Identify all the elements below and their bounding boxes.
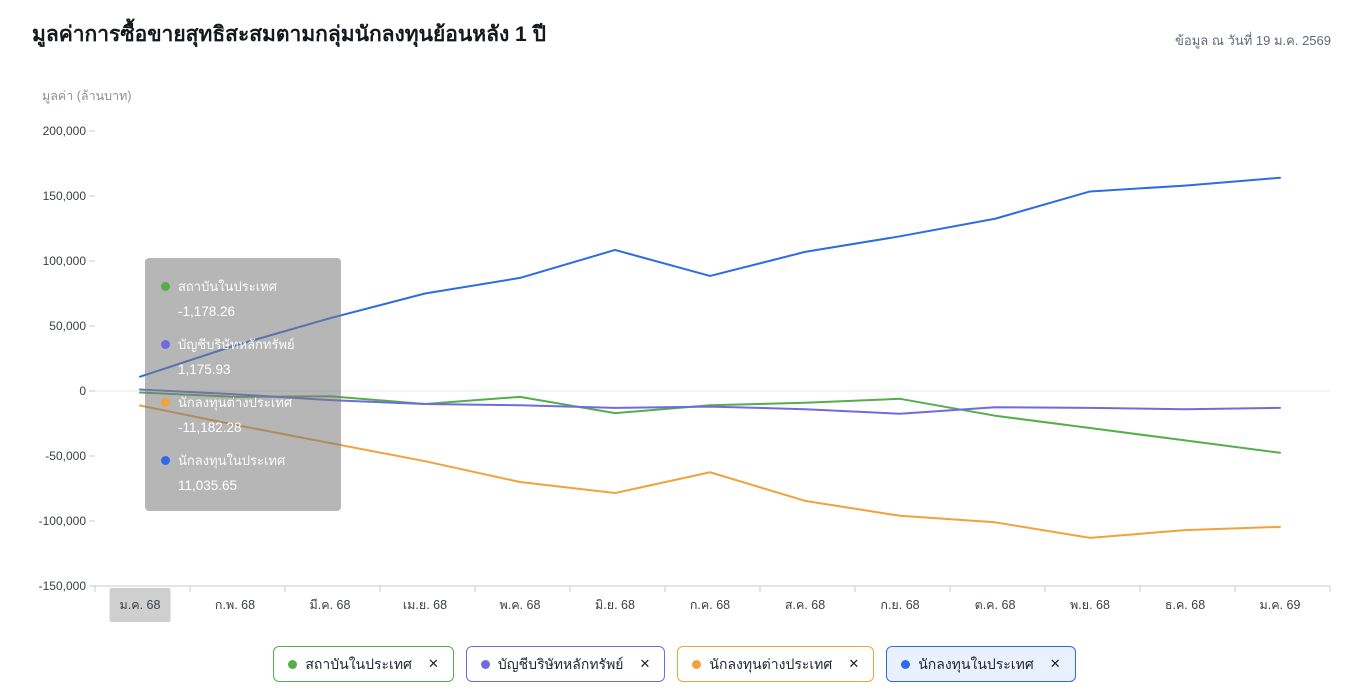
tooltip-row: สถาบันในประเทศ -1,178.26 [161, 276, 325, 319]
x-axis-tick-label: เม.ย. 68 [402, 598, 448, 612]
tooltip-label: นักลงทุนในประเทศ [178, 453, 286, 468]
tooltip-series-name: นักลงทุนต่างประเทศ [161, 392, 325, 413]
x-axis-label-highlighted: ม.ค. 68 [109, 588, 171, 622]
x-axis-tick-label: ม.ค. 69 [1259, 598, 1301, 612]
as-of-date: ข้อมูล ณ วันที่ 19 ม.ค. 2569 [1175, 33, 1331, 48]
close-icon[interactable]: ✕ [848, 656, 860, 671]
legend-dot-icon [480, 659, 490, 669]
close-icon[interactable]: ✕ [1049, 656, 1061, 671]
legend-chip[interactable]: นักลงทุนต่างประเทศ ✕ [677, 646, 875, 682]
y-axis-tick-label: 0 [79, 384, 86, 398]
y-axis-tick-label: -100,000 [38, 514, 86, 528]
tooltip-label: บัญชีบริษัทหลักทรัพย์ [178, 337, 295, 352]
x-axis-tick-label: ก.ค. 68 [689, 598, 731, 612]
tooltip-series-name: บัญชีบริษัทหลักทรัพย์ [161, 334, 325, 355]
x-axis-tick-label: พ.ค. 68 [499, 598, 541, 612]
x-axis-tick-label: พ.ย. 68 [1070, 598, 1110, 612]
legend-dot-icon [692, 659, 702, 669]
series-dot-icon [161, 340, 170, 349]
close-icon[interactable]: ✕ [427, 656, 439, 671]
x-axis-tick-label: ก.ย. 68 [880, 598, 920, 612]
tooltip: สถาบันในประเทศ -1,178.26 บัญชีบริษัทหลักทร… [145, 258, 341, 511]
tooltip-series-name: สถาบันในประเทศ [161, 276, 325, 297]
tooltip-label: สถาบันในประเทศ [178, 279, 277, 294]
y-axis-unit-label: มูลค่า (ล้านบาท) [42, 89, 132, 103]
page-title: มูลค่าการซื้อขายสุทธิสะสมตามกลุ่มนักลงทุ… [32, 23, 546, 46]
y-axis-tick-label: -50,000 [45, 449, 86, 463]
series-dot-icon [161, 456, 170, 465]
series-dot-icon [161, 398, 170, 407]
legend-label: บัญชีบริษัทหลักทรัพย์ [497, 656, 624, 672]
x-axis-tick-label: ส.ค. 68 [784, 598, 826, 612]
tooltip-value: 1,175.93 [178, 362, 231, 377]
y-axis-tick-label: -150,000 [38, 579, 86, 593]
y-axis-tick-label: 100,000 [42, 254, 86, 268]
tooltip-value: -11,182.28 [178, 420, 242, 435]
x-axis-tick-label: ต.ค. 68 [974, 598, 1016, 612]
tooltip-value: -1,178.26 [178, 304, 236, 319]
y-axis-tick-label: 50,000 [49, 319, 86, 333]
series-dot-icon [161, 282, 170, 291]
tooltip-value: 11,035.65 [178, 478, 238, 493]
legend-dot-icon [288, 659, 298, 669]
x-axis-tick-label: ธ.ค. 68 [1164, 598, 1206, 612]
x-axis-tick-label: ก.พ. 68 [214, 598, 256, 612]
close-icon[interactable]: ✕ [639, 656, 651, 671]
legend-label: นักลงทุนต่างประเทศ [709, 656, 833, 672]
legend: สถาบันในประเทศ ✕ บัญชีบริษัทหลักทรัพย์ ✕ นัก… [0, 646, 1349, 682]
y-axis-tick-label: 200,000 [42, 124, 86, 138]
tooltip-label: นักลงทุนต่างประเทศ [178, 395, 293, 410]
tooltip-row: นักลงทุนต่างประเทศ -11,182.28 [161, 392, 325, 435]
legend-chip[interactable]: นักลงทุนในประเทศ ✕ [886, 646, 1076, 682]
legend-label: สถาบันในประเทศ [305, 656, 412, 672]
legend-chip[interactable]: บัญชีบริษัทหลักทรัพย์ ✕ [465, 646, 666, 682]
legend-dot-icon [901, 659, 911, 669]
legend-label: นักลงทุนในประเทศ [918, 656, 1034, 672]
tooltip-series-name: นักลงทุนในประเทศ [161, 450, 325, 471]
x-axis-tick-label: มิ.ย. 68 [595, 598, 635, 612]
tooltip-row: บัญชีบริษัทหลักทรัพย์ 1,175.93 [161, 334, 325, 377]
tooltip-row: นักลงทุนในประเทศ 11,035.65 [161, 450, 325, 493]
x-axis-tick-label: มี.ค. 68 [309, 598, 351, 612]
y-axis-tick-label: 150,000 [42, 189, 86, 203]
legend-chip[interactable]: สถาบันในประเทศ ✕ [273, 646, 454, 682]
